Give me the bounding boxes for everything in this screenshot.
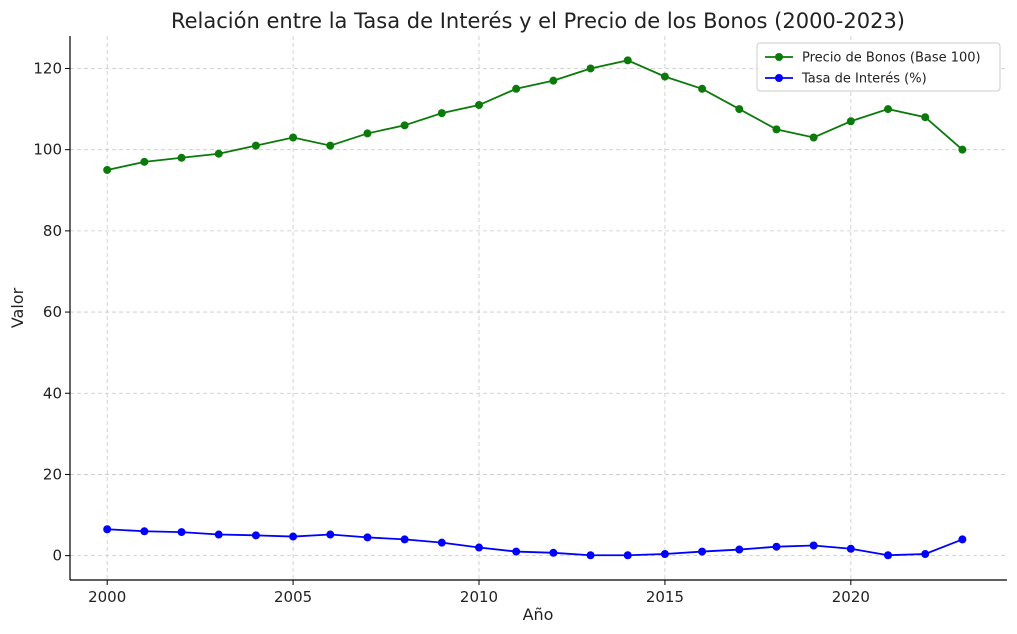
data-point xyxy=(586,551,595,560)
legend-marker xyxy=(775,53,783,61)
data-point xyxy=(846,544,855,553)
legend-marker xyxy=(775,74,783,82)
data-point xyxy=(326,530,335,539)
data-point xyxy=(549,548,558,557)
axes: 2000 2005 2010 2015 2020 0 20 40 60 80 100 120 xyxy=(33,36,1007,606)
legend: Precio de Bonos (Base 100) Tasa de Interé… xyxy=(756,42,1001,92)
x-tick-label: 2005 xyxy=(274,588,312,606)
data-point xyxy=(512,84,521,93)
data-point xyxy=(214,530,223,539)
data-point xyxy=(772,542,781,551)
data-point xyxy=(846,117,855,126)
data-point xyxy=(214,149,223,158)
data-point xyxy=(698,84,707,93)
data-point xyxy=(103,525,112,534)
data-point xyxy=(512,547,521,556)
data-point xyxy=(735,105,744,114)
data-point xyxy=(475,543,484,552)
data-point xyxy=(177,528,186,537)
data-point xyxy=(363,533,372,542)
y-tick-label: 0 xyxy=(52,547,62,565)
data-point xyxy=(958,535,967,544)
data-point xyxy=(437,109,446,118)
data-point xyxy=(549,76,558,85)
data-point xyxy=(437,538,446,547)
data-point xyxy=(884,551,893,560)
data-point xyxy=(177,153,186,162)
y-tick-label: 40 xyxy=(43,384,62,402)
series-0 xyxy=(103,56,967,174)
x-tick-label: 2000 xyxy=(88,588,126,606)
y-tick-label: 60 xyxy=(43,303,62,321)
y-tick-label: 120 xyxy=(33,59,62,77)
data-point xyxy=(735,545,744,554)
data-point xyxy=(400,121,409,130)
data-point xyxy=(586,64,595,73)
data-point xyxy=(698,547,707,556)
data-point xyxy=(958,145,967,154)
x-axis-label: Año xyxy=(523,605,554,624)
data-point xyxy=(660,550,669,559)
data-point xyxy=(884,105,893,114)
x-tick-label: 2015 xyxy=(646,588,684,606)
data-point xyxy=(326,141,335,150)
legend-box xyxy=(756,42,1001,92)
data-point xyxy=(400,535,409,544)
legend-label: Tasa de Interés (%) xyxy=(801,72,927,87)
data-point xyxy=(623,56,632,65)
x-tick-label: 2010 xyxy=(460,588,498,606)
data-point xyxy=(809,541,818,550)
x-tick-label: 2020 xyxy=(832,588,870,606)
series-1 xyxy=(103,525,967,560)
data-point xyxy=(921,550,930,559)
data-point xyxy=(251,141,260,150)
data-point xyxy=(103,165,112,174)
chart-title: Relación entre la Tasa de Interés y el P… xyxy=(171,9,905,33)
series-line xyxy=(106,59,963,171)
data-point xyxy=(660,72,669,81)
series-layer xyxy=(103,56,967,560)
data-point xyxy=(140,527,149,536)
data-point xyxy=(289,133,298,142)
data-point xyxy=(475,101,484,110)
data-point xyxy=(772,125,781,134)
data-point xyxy=(140,157,149,166)
data-point xyxy=(363,129,372,138)
data-point xyxy=(809,133,818,142)
data-point xyxy=(921,113,930,122)
y-tick-label: 20 xyxy=(43,465,62,483)
data-point xyxy=(289,532,298,541)
data-point xyxy=(251,531,260,540)
y-axis-label: Valor xyxy=(8,287,27,328)
data-point xyxy=(623,551,632,560)
grid xyxy=(70,36,1007,580)
legend-label: Precio de Bonos (Base 100) xyxy=(802,51,981,66)
y-tick-label: 100 xyxy=(33,141,62,159)
series-line xyxy=(107,528,963,557)
y-tick-label: 80 xyxy=(43,222,62,240)
